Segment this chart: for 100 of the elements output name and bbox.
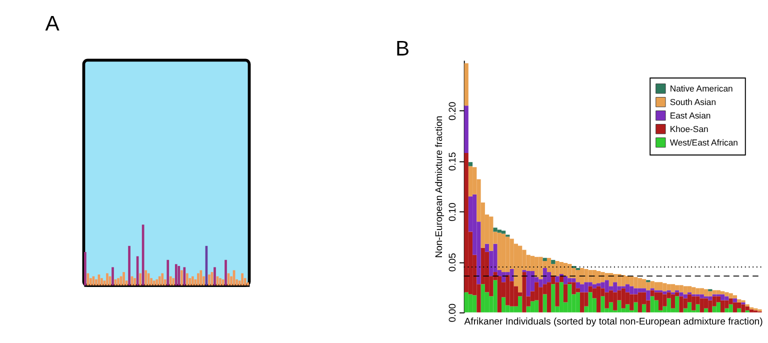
bar [604,280,609,292]
bar [737,302,742,308]
bar [506,275,510,306]
bar [634,288,638,294]
bar [178,266,180,286]
bar [534,256,539,278]
y-tick-label: 0.00 [448,304,459,322]
bar [555,276,560,282]
bar [617,300,622,312]
legend-label: Native American [670,84,734,94]
bar [675,296,680,312]
bar [658,292,663,310]
bar [246,282,249,286]
bar [737,299,742,302]
bar [666,298,671,312]
y-axis-title: Non-European Admixture fraction [434,116,446,258]
bar [662,291,667,294]
bar [650,296,654,312]
bar [576,292,580,312]
bar [630,294,634,310]
bar [650,281,654,288]
bar [559,282,564,312]
chart-title: B [396,37,410,60]
bar [604,292,609,308]
bar [468,294,473,312]
bar [518,246,522,292]
bar [724,292,729,296]
bar [172,278,175,286]
bar [572,268,576,278]
bar [600,296,605,312]
bar [580,284,584,292]
bar [700,298,704,312]
bar [522,272,526,312]
bar [568,264,572,278]
bar [464,292,468,312]
bar [634,302,638,312]
bar [572,282,576,294]
bar [117,278,120,286]
bar [638,292,642,312]
bar [489,216,494,251]
bar [630,286,634,294]
bar [720,294,725,300]
bar [708,300,712,312]
bar [737,308,742,312]
bar [563,276,568,284]
bar [501,234,506,272]
bar [546,258,552,272]
bar [670,284,676,292]
y-tick-label: 0.20 [448,102,459,120]
bar [732,302,738,312]
bar [724,300,729,308]
bar [144,270,147,286]
legend-label: South Asian [670,96,716,107]
bar [563,262,568,276]
bar [464,106,468,154]
bar [534,300,539,312]
bar [646,290,650,300]
bar [530,301,535,312]
bar [580,292,584,312]
bar [580,268,584,284]
bar [621,275,626,286]
bar [174,264,178,286]
bar [510,269,514,282]
bar [568,284,572,312]
bar [493,244,498,272]
bar [720,291,725,294]
y-tick-label: 0.05 [448,253,459,272]
bar [596,286,601,312]
bar [732,298,738,302]
bar [732,295,738,298]
bar [526,271,530,296]
bar [679,292,684,296]
bar [683,298,688,308]
bar [692,296,696,310]
bar [708,291,712,296]
bar [712,290,716,294]
bar [704,308,708,312]
bar [654,300,659,312]
bar [208,274,210,286]
bar [224,260,227,286]
bar [666,284,671,290]
bar [638,288,642,292]
bar [84,252,86,286]
bar [169,276,172,286]
bar [158,276,161,286]
bar [588,292,592,312]
bar [584,269,588,282]
bar [679,296,684,312]
bar [472,295,477,312]
bar [716,290,720,294]
bar [538,256,543,280]
y-tick-label: 0.15 [448,152,459,171]
bar [658,282,663,290]
bar [675,285,680,290]
bar [634,277,638,288]
bar [551,284,556,312]
bar [546,272,552,282]
legend-label: East Asian [670,110,711,120]
bar [625,284,630,292]
bar [712,306,716,312]
